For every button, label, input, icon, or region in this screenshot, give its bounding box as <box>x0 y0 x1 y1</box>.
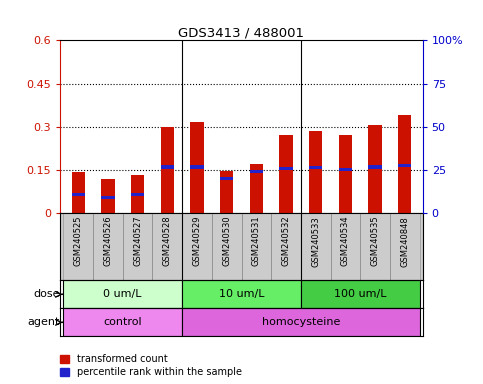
Bar <box>398 115 412 213</box>
Bar <box>271 213 301 280</box>
Bar <box>360 213 390 280</box>
Bar <box>339 167 352 171</box>
Bar <box>71 172 85 213</box>
Bar <box>279 167 293 170</box>
Bar <box>330 213 360 280</box>
Bar <box>250 164 263 213</box>
Text: GSM240529: GSM240529 <box>192 216 201 266</box>
Bar <box>309 166 323 169</box>
Bar <box>63 308 182 336</box>
Bar <box>123 213 153 280</box>
Bar <box>101 195 114 199</box>
Bar <box>63 213 93 280</box>
Text: GSM240533: GSM240533 <box>311 216 320 266</box>
Text: GSM240534: GSM240534 <box>341 216 350 266</box>
Bar <box>279 136 293 213</box>
Bar <box>250 170 263 173</box>
Text: GSM240528: GSM240528 <box>163 216 172 266</box>
Bar <box>301 280 420 308</box>
Bar <box>309 131 323 213</box>
Text: GSM240532: GSM240532 <box>282 216 291 266</box>
Bar <box>212 213 242 280</box>
Text: 10 um/L: 10 um/L <box>219 289 264 300</box>
Bar <box>63 280 182 308</box>
Bar <box>242 213 271 280</box>
Text: GSM240527: GSM240527 <box>133 216 142 266</box>
Bar <box>220 177 233 180</box>
Bar <box>301 213 330 280</box>
Bar <box>369 165 382 169</box>
Bar <box>182 280 301 308</box>
Bar <box>390 213 420 280</box>
Text: GSM240525: GSM240525 <box>74 216 83 266</box>
Bar <box>131 175 144 213</box>
Bar <box>190 165 204 169</box>
Text: homocysteine: homocysteine <box>262 317 340 328</box>
Text: control: control <box>103 317 142 328</box>
Legend: transformed count, percentile rank within the sample: transformed count, percentile rank withi… <box>60 354 242 377</box>
Bar <box>182 308 420 336</box>
Text: GSM240535: GSM240535 <box>370 216 380 266</box>
Bar <box>190 122 204 213</box>
Bar <box>339 136 352 213</box>
Bar <box>182 213 212 280</box>
Title: GDS3413 / 488001: GDS3413 / 488001 <box>179 26 304 39</box>
Text: GSM240530: GSM240530 <box>222 216 231 266</box>
Bar <box>398 164 412 167</box>
Text: 0 um/L: 0 um/L <box>103 289 142 300</box>
Bar <box>369 125 382 213</box>
Bar <box>101 179 114 213</box>
Bar <box>160 127 174 213</box>
Text: GSM240531: GSM240531 <box>252 216 261 266</box>
Text: agent: agent <box>28 317 60 328</box>
Bar <box>160 165 174 169</box>
Bar <box>131 193 144 196</box>
Bar <box>220 171 233 213</box>
Bar <box>71 193 85 196</box>
Bar <box>93 213 123 280</box>
Text: 100 um/L: 100 um/L <box>334 289 386 300</box>
Text: GSM240848: GSM240848 <box>400 216 409 266</box>
Text: GSM240526: GSM240526 <box>103 216 113 266</box>
Text: dose: dose <box>33 289 60 300</box>
Bar <box>153 213 182 280</box>
